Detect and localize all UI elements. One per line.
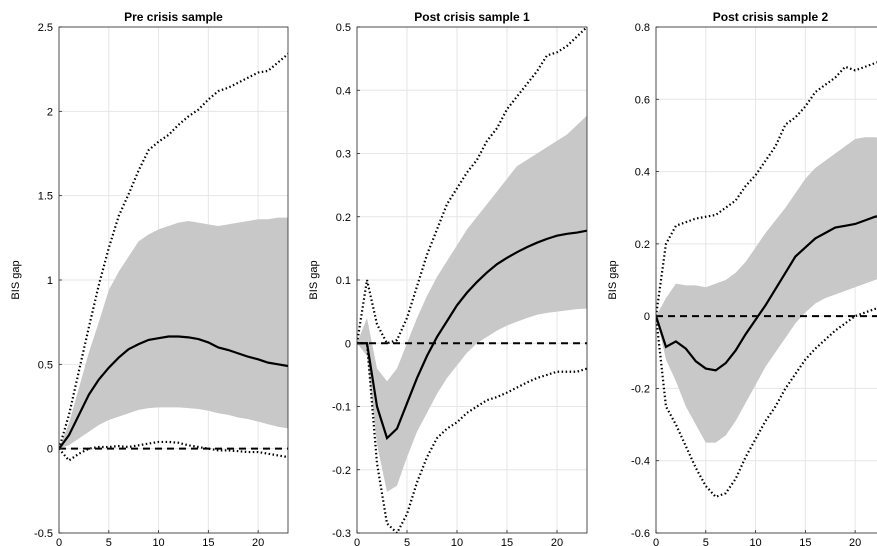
- x-tick-label: 15: [202, 537, 214, 546]
- x-tick-label: 20: [849, 537, 861, 546]
- series-group: [59, 53, 288, 462]
- y-tick-label: 0.4: [336, 85, 351, 97]
- outer-upper-line: [59, 53, 288, 449]
- outer-upper-line: [656, 61, 877, 317]
- y-axis-label: BIS gap: [10, 260, 22, 299]
- x-tick-label: 0: [56, 537, 62, 546]
- x-tick-label: 5: [703, 537, 709, 546]
- panel-title: Post crisis sample 1: [414, 10, 530, 24]
- y-tick-label: -0.6: [631, 528, 650, 540]
- y-tick-label: 0.3: [336, 149, 351, 161]
- x-tick-label: 5: [404, 537, 410, 546]
- median-response-line: [59, 335, 288, 450]
- x-tick-label: 15: [799, 537, 811, 546]
- y-tick-label: 2.5: [38, 22, 53, 34]
- y-tick-label: 0.1: [336, 275, 351, 287]
- panel-title: Post crisis sample 2: [713, 10, 829, 24]
- outer-lower-line: [59, 440, 288, 462]
- y-tick-label: -0.2: [332, 465, 351, 477]
- y-tick-label: -0.3: [332, 528, 351, 540]
- y-tick-label: 0.5: [336, 22, 351, 34]
- y-tick-label: 2: [47, 106, 53, 118]
- x-tick-label: 20: [252, 537, 264, 546]
- x-tick-label: 10: [451, 537, 463, 546]
- confidence-band: [357, 115, 587, 492]
- y-tick-label: -0.5: [34, 528, 53, 540]
- panel-title: Pre crisis sample: [124, 10, 223, 24]
- y-tick-label: 0.2: [336, 212, 351, 224]
- y-tick-label: 1.5: [38, 191, 53, 203]
- confidence-band: [59, 217, 288, 449]
- y-tick-label: 0: [644, 311, 650, 323]
- x-tick-label: 5: [106, 537, 112, 546]
- x-tick-label: 0: [354, 537, 360, 546]
- y-axis-label: BIS gap: [607, 260, 619, 299]
- y-tick-label: 0.8: [635, 22, 650, 34]
- y-tick-label: 0.5: [38, 359, 53, 371]
- confidence-band: [656, 137, 877, 443]
- y-tick-label: 0: [345, 338, 351, 350]
- y-tick-label: 0.4: [635, 167, 650, 179]
- series-group: [357, 27, 587, 533]
- panel-post-crisis-1: 0 5 10 15 20 -0.3 -0.2 -0.1 0 0.1 0.2 0.3 0.4 0.5 Post…: [308, 10, 588, 546]
- x-tick-label: 15: [501, 537, 513, 546]
- median-response-line: [357, 229, 587, 441]
- y-axis-label: BIS gap: [308, 260, 320, 299]
- median-response-line: [656, 215, 877, 372]
- panel-post-crisis-2: 0 5 10 15 20 -0.6 -0.4 -0.2 0 0.2 0.4 0.6 0.8 Post cr…: [607, 10, 877, 546]
- y-tick-label: 0.6: [635, 94, 650, 106]
- x-tick-label: 0: [653, 537, 659, 546]
- series-group: [656, 61, 877, 499]
- y-tick-label: 1: [47, 275, 53, 287]
- y-tick-label: -0.1: [332, 402, 351, 414]
- x-tick-label: 10: [152, 537, 164, 546]
- y-tick-label: 0.2: [635, 239, 650, 251]
- y-tick-label: 0: [47, 444, 53, 456]
- y-tick-label: -0.2: [631, 383, 650, 395]
- y-tick-label: -0.4: [631, 456, 650, 468]
- x-tick-label: 20: [551, 537, 563, 546]
- axes-box: [655, 26, 877, 534]
- outer-lower-line: [656, 307, 877, 499]
- x-tick-label: 10: [749, 537, 761, 546]
